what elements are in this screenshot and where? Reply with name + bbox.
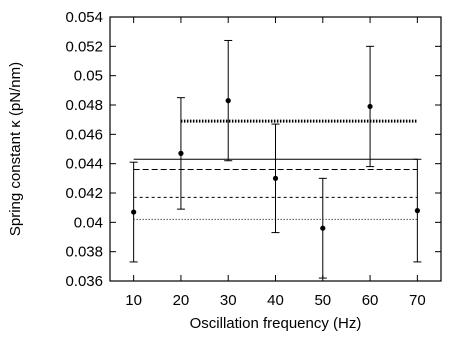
x-tick-label-10: 10 <box>125 292 142 309</box>
data-point-10 <box>131 209 137 215</box>
y-tick-label-0.042: 0.042 <box>65 185 103 202</box>
x-tick-label-20: 20 <box>173 292 190 309</box>
data-point-30 <box>225 98 231 104</box>
x-tick-label-30: 30 <box>220 292 237 309</box>
data-point-20 <box>178 150 184 156</box>
x-tick-label-50: 50 <box>314 292 331 309</box>
y-tick-label-0.04: 0.04 <box>74 214 103 231</box>
y-tick-label-0.052: 0.052 <box>65 38 103 55</box>
data-point-60 <box>367 103 373 110</box>
x-tick-label-70: 70 <box>409 292 426 309</box>
data-point-40 <box>272 175 279 181</box>
y-tick-label-0.038: 0.038 <box>65 244 103 261</box>
y-tick-label-0.036: 0.036 <box>65 273 103 290</box>
y-tick-label-0.044: 0.044 <box>65 156 103 173</box>
y-axis-title: Spring constant κ (pN/nm) <box>7 62 24 236</box>
x-tick-label-40: 40 <box>267 292 284 309</box>
x-axis-title: Oscillation frequency (Hz) <box>190 315 362 332</box>
y-tick-label-0.05: 0.05 <box>74 68 103 85</box>
data-points <box>131 98 420 231</box>
axis-ticks: 10 20 30 40 50 60 70 0.036 0.038 0.04 0.042 0.044 0.… <box>65 9 441 309</box>
data-point-70 <box>414 208 420 214</box>
y-tick-label-0.048: 0.048 <box>65 97 103 114</box>
y-tick-label-0.054: 0.054 <box>65 9 103 26</box>
y-tick-label-0.046: 0.046 <box>65 126 103 143</box>
data-point-50 <box>320 225 326 231</box>
x-tick-label-60: 60 <box>362 292 379 309</box>
